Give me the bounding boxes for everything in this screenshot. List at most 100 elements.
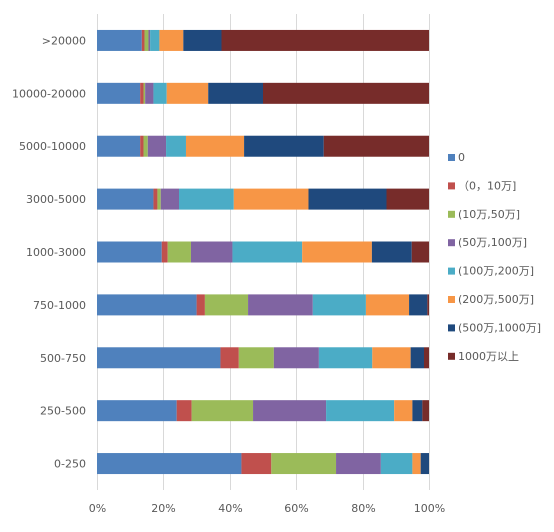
legend-label: （0，10万] <box>458 179 516 192</box>
bar-segment <box>208 82 263 104</box>
bar-segment <box>157 188 161 210</box>
bar-segment <box>97 82 141 104</box>
bar-segment <box>97 453 242 475</box>
bar-segment <box>241 453 272 475</box>
bar-segment <box>273 347 319 369</box>
bar-segment <box>323 135 429 157</box>
legend-swatch <box>448 182 455 190</box>
legend-swatch <box>448 267 455 275</box>
category-label: 3000-5000 <box>26 193 86 206</box>
bar-segment <box>140 82 144 104</box>
bar-segment <box>97 29 142 51</box>
bar-segment <box>318 347 373 369</box>
bar-segment <box>336 453 381 475</box>
legend-label: (100万,200万] <box>458 265 534 278</box>
bar-segment <box>143 135 148 157</box>
bar-segment <box>191 400 254 422</box>
legend-swatch <box>448 296 455 303</box>
bar-segment <box>412 400 423 422</box>
bar-segment <box>183 29 222 51</box>
bar-segment <box>97 241 162 263</box>
bar-segment <box>410 347 424 369</box>
bar-segment <box>166 82 209 104</box>
legend-swatch <box>448 239 455 247</box>
category-label: 1000-3000 <box>26 246 86 259</box>
bar-segment <box>190 241 233 263</box>
bar-segment <box>196 294 205 316</box>
bar-segment <box>233 188 309 210</box>
bar-segment <box>372 347 411 369</box>
bar-segment <box>365 294 410 316</box>
bar-segment <box>411 241 429 263</box>
legend-label: (10万,50万] <box>458 208 520 221</box>
bar-segment <box>244 135 324 157</box>
legend-label: (50万,100万] <box>458 236 527 249</box>
category-label: 750-1000 <box>33 299 86 312</box>
legend-label: 1000万以上 <box>458 350 519 363</box>
bar-segment <box>386 188 429 210</box>
legend-swatch <box>448 324 455 332</box>
bar-segment <box>147 135 167 157</box>
bar-segment <box>97 294 197 316</box>
bar-segment <box>394 400 413 422</box>
bar-segment <box>238 347 274 369</box>
bar-segment <box>308 188 387 210</box>
category-labels: >20000 10000-20000 5000-10000 3000-5000 1000… <box>12 34 86 470</box>
bar-segment <box>420 453 429 475</box>
bar-segment <box>97 188 154 210</box>
category-label: 0-250 <box>54 458 86 471</box>
bar-segment <box>326 400 395 422</box>
bar-segment <box>144 29 149 51</box>
legend-swatch <box>448 154 455 161</box>
category-label: 10000-20000 <box>12 87 86 100</box>
bar-segment <box>159 29 184 51</box>
bar-segment <box>97 347 221 369</box>
legend-label: (200万,500万] <box>458 293 534 306</box>
bar-segment <box>148 29 151 51</box>
bar-segment <box>412 453 421 475</box>
bar-segment <box>143 82 146 104</box>
x-tick-label: 20% <box>151 502 175 515</box>
bar-segment <box>97 400 177 422</box>
bar-segment <box>409 294 428 316</box>
category-label: 250-500 <box>40 405 86 418</box>
category-label: 5000-10000 <box>19 140 86 153</box>
bar-segment <box>380 453 413 475</box>
category-label: 500-750 <box>40 352 86 365</box>
bar-segment <box>221 29 429 51</box>
bar-segment <box>204 294 249 316</box>
legend: 0 （0，10万] (10万,50万] (50万,100万] (100万,200万] (2… <box>448 151 541 363</box>
bar-segment <box>176 400 192 422</box>
x-tick-label: 60% <box>284 502 308 515</box>
bar-segment <box>302 241 372 263</box>
bar-segment <box>427 294 429 316</box>
bar-segment <box>232 241 303 263</box>
bar-segment <box>312 294 366 316</box>
bar-segment <box>167 241 191 263</box>
x-tick-labels: 0% 20% 40% 60% 80% 100% <box>89 502 445 515</box>
bar-segment <box>422 400 429 422</box>
bar-segment <box>150 29 160 51</box>
x-tick-label: 0% <box>89 502 106 515</box>
bar-segment <box>371 241 412 263</box>
category-label: >20000 <box>42 34 86 47</box>
bar-segment <box>140 135 144 157</box>
legend-label: (500万,1000万] <box>458 321 541 334</box>
bar-segment <box>166 135 186 157</box>
bar-segment <box>145 82 154 104</box>
legend-swatch <box>448 352 455 360</box>
bar-segment <box>161 241 168 263</box>
bar-segment <box>271 453 337 475</box>
x-tick-label: 100% <box>414 502 445 515</box>
bar-segment <box>263 82 429 104</box>
legend-label: 0 <box>458 151 465 164</box>
bar-segment <box>141 29 145 51</box>
bar-segment <box>97 135 141 157</box>
x-tick-label: 80% <box>351 502 375 515</box>
bar-segment <box>220 347 239 369</box>
bar-segment <box>185 135 245 157</box>
bar-segment <box>248 294 313 316</box>
bar-segment <box>160 188 180 210</box>
